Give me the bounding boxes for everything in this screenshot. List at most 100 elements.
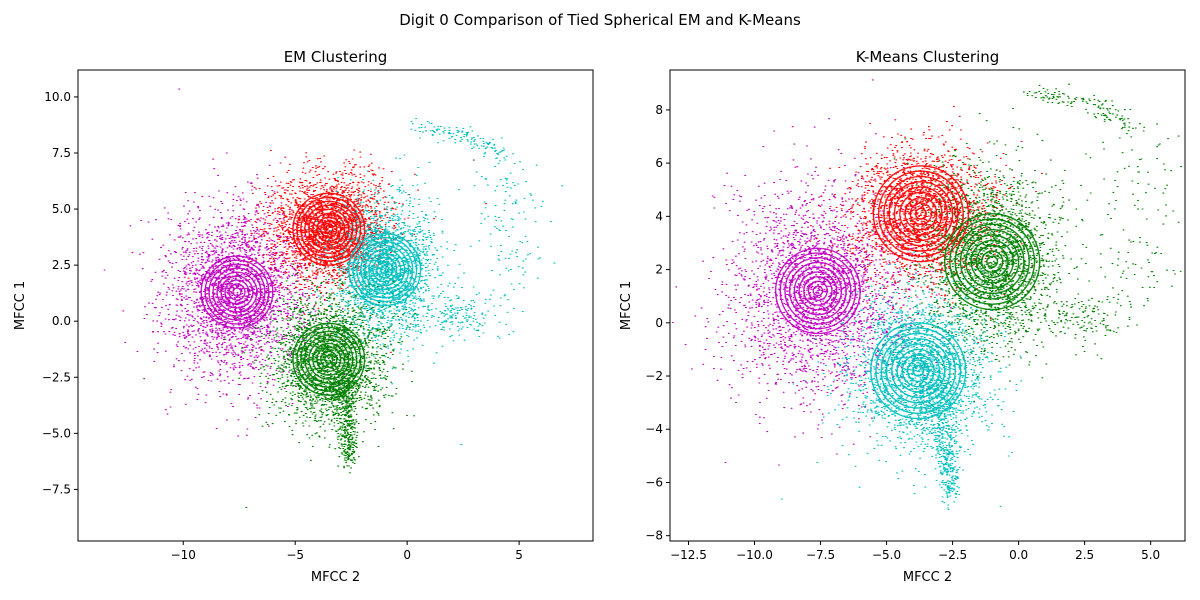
plot-area xyxy=(671,79,1183,511)
red-cluster-contours xyxy=(292,192,366,266)
contour-ring xyxy=(208,263,266,321)
contour-ring xyxy=(224,279,250,305)
contour-ring xyxy=(220,275,254,309)
contour-ring xyxy=(216,271,258,313)
green-cluster-contours xyxy=(944,212,1041,311)
contour-ring xyxy=(372,256,398,283)
contour-ring xyxy=(875,327,962,414)
contour-ring xyxy=(944,212,1041,311)
contour-ring xyxy=(324,354,334,365)
y-tick-label: 2.5 xyxy=(52,258,71,272)
y-tick-label: 8 xyxy=(655,103,663,117)
y-tick-label: 10.0 xyxy=(44,90,71,104)
contour-ring xyxy=(356,241,414,299)
contour-ring xyxy=(228,283,246,301)
contour-ring xyxy=(880,332,956,409)
contour-ring xyxy=(877,170,964,257)
contour-ring xyxy=(232,287,242,297)
y-axis-label: MFCC 1 xyxy=(619,281,634,330)
x-tick-label: −12.5 xyxy=(670,548,707,562)
contour-ring xyxy=(901,353,935,388)
y-tick-label: 4 xyxy=(655,209,663,223)
contour-ring xyxy=(779,252,857,330)
x-axis-label: MFCC 2 xyxy=(903,570,952,585)
contour-ring xyxy=(980,250,1004,273)
contour-ring xyxy=(896,348,941,393)
x-tick-label: −5.0 xyxy=(872,548,901,562)
figure-suptitle: Digit 0 Comparison of Tied Spherical EM … xyxy=(399,11,801,29)
red-cluster-contours xyxy=(872,165,970,263)
x-axis-label: MFCC 2 xyxy=(311,570,360,585)
x-tick-label: 5.0 xyxy=(1141,548,1160,562)
contour-ring xyxy=(891,343,946,398)
contour-ring xyxy=(364,249,406,291)
contour-ring xyxy=(807,280,828,302)
x-tick-label: −2.5 xyxy=(938,548,967,562)
y-tick-label: 7.5 xyxy=(52,146,71,160)
contour-ring xyxy=(376,260,394,279)
contour-ring xyxy=(308,338,350,380)
contour-ring xyxy=(975,244,1009,279)
contour-ring xyxy=(949,218,1036,305)
contour-ring xyxy=(296,196,362,262)
y-tick-label: 0 xyxy=(655,316,663,330)
y-tick-label: −8 xyxy=(645,529,663,543)
y-tick-label: −6 xyxy=(645,475,663,489)
contour-ring xyxy=(912,364,925,377)
contour-ring xyxy=(870,322,967,420)
axes-frame xyxy=(77,69,594,542)
contour-ring xyxy=(954,223,1030,300)
x-tick-label: 2.5 xyxy=(1075,548,1094,562)
contour-ring xyxy=(368,253,402,287)
contour-ring xyxy=(803,275,833,306)
magenta-cluster-contours xyxy=(774,247,861,335)
contour-ring xyxy=(986,255,999,268)
contour-ring xyxy=(304,204,354,254)
contour-ring xyxy=(906,359,930,382)
contour-ring xyxy=(788,261,847,320)
contour-ring xyxy=(893,186,948,241)
axes-title: EM Clustering xyxy=(284,48,388,66)
contour-ring xyxy=(320,350,338,369)
contour-ring xyxy=(904,196,938,231)
contour-ring xyxy=(914,207,927,220)
contour-ring xyxy=(204,259,270,325)
contour-ring xyxy=(316,216,342,242)
em-clustering-panel: −10 −5 0 5 −7.5 −5.0 −2.5 0.0 2.5 5.0 7.5 10.0 EM Cl… xyxy=(13,48,594,585)
contour-ring xyxy=(965,234,1020,289)
contour-ring xyxy=(888,181,954,247)
contour-ring xyxy=(798,271,838,311)
contour-ring xyxy=(959,228,1025,295)
x-tick-label: −10 xyxy=(171,548,196,562)
x-tick-label: 5 xyxy=(515,548,523,562)
green-cluster-contours xyxy=(292,322,366,396)
plot-area xyxy=(103,88,564,508)
contour-ring xyxy=(320,220,338,238)
magenta-cluster-contours xyxy=(200,255,274,329)
x-tick-label: −10.0 xyxy=(736,548,773,562)
contour-ring xyxy=(296,326,362,392)
contour-ring xyxy=(300,200,358,258)
x-tick-label: −7.5 xyxy=(806,548,835,562)
contour-ring xyxy=(352,237,418,303)
contour-ring xyxy=(292,192,366,266)
y-tick-label: −4 xyxy=(645,422,663,436)
contour-ring xyxy=(909,202,933,225)
contour-ring xyxy=(970,239,1015,284)
contour-ring xyxy=(212,267,262,317)
contour-ring xyxy=(300,330,358,388)
contour-ring xyxy=(885,338,951,404)
contour-ring xyxy=(304,334,354,384)
contour-ring xyxy=(200,255,274,329)
contour-ring xyxy=(324,224,334,234)
x-tick-label: 0 xyxy=(403,548,411,562)
contour-ring xyxy=(308,208,350,250)
y-tick-label: −7.5 xyxy=(42,482,71,496)
contour-ring xyxy=(883,175,959,252)
contour-ring xyxy=(292,322,366,396)
cyan-cluster-contours xyxy=(348,233,422,307)
contour-ring xyxy=(312,212,346,246)
y-tick-label: −2 xyxy=(645,369,663,383)
green-points xyxy=(224,159,475,508)
